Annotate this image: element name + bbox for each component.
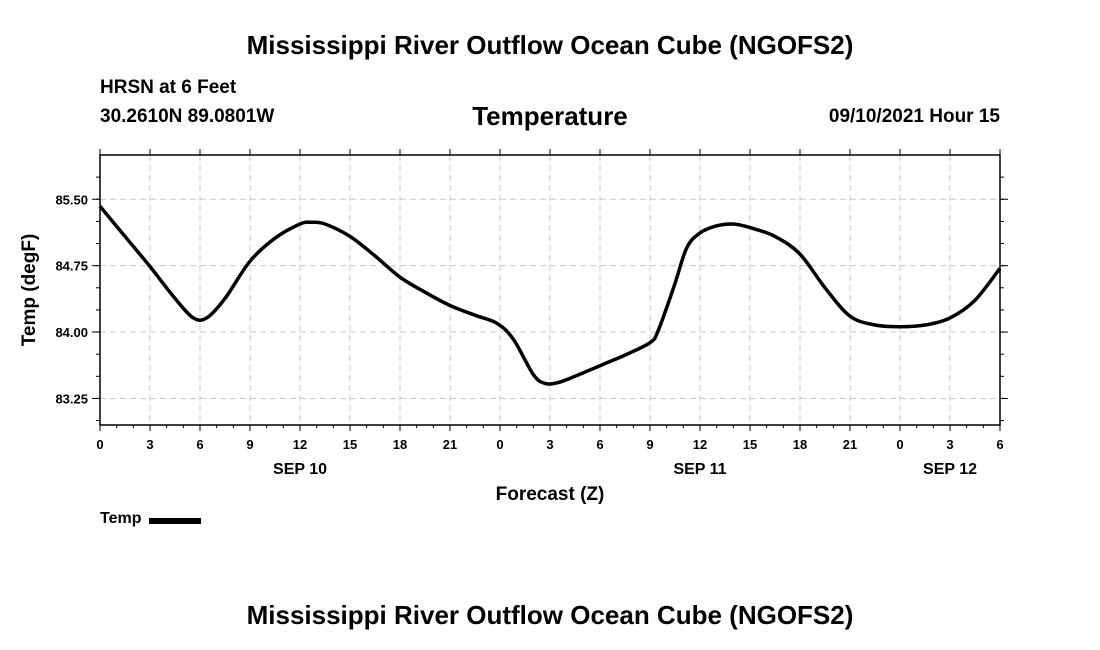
y-tick-label: 84.75 <box>55 259 88 274</box>
x-tick-label: 0 <box>496 437 503 452</box>
x-tick-label: 21 <box>443 437 457 452</box>
x-tick-label: 3 <box>546 437 553 452</box>
x-tick-label: 0 <box>96 437 103 452</box>
main-title: Mississippi River Outflow Ocean Cube (NG… <box>246 30 854 60</box>
station-label: HRSN at 6 Feet <box>100 77 237 98</box>
x-date-label: SEP 12 <box>923 461 977 478</box>
x-date-label: SEP 11 <box>673 461 726 478</box>
temp-series-line <box>98 205 1002 386</box>
x-tick-label: 9 <box>246 437 253 452</box>
y-tick-label: 83.25 <box>55 391 88 406</box>
x-tick-label: 15 <box>343 437 357 452</box>
x-tick-label: 12 <box>293 437 307 452</box>
y-tick-label: 85.50 <box>55 192 88 207</box>
footer-title: Mississippi River Outflow Ocean Cube (NG… <box>246 600 854 630</box>
x-axis-title: Forecast (Z) <box>496 484 605 505</box>
y-axis-title: Temp (degF) <box>19 234 40 347</box>
x-tick-label: 6 <box>196 437 203 452</box>
y-tick-label: 84.00 <box>55 325 88 340</box>
x-tick-label: 12 <box>693 437 707 452</box>
x-tick-label: 18 <box>793 437 807 452</box>
legend-label: Temp <box>100 510 142 527</box>
x-tick-label: 3 <box>946 437 953 452</box>
x-tick-label: 3 <box>146 437 153 452</box>
x-date-label: SEP 10 <box>273 461 327 478</box>
x-tick-label: 6 <box>996 437 1003 452</box>
x-tick-label: 0 <box>896 437 903 452</box>
legend-swatch <box>149 517 202 524</box>
x-tick-label: 15 <box>743 437 757 452</box>
x-tick-label: 18 <box>393 437 407 452</box>
forecast-run-time: 09/10/2021 Hour 15 <box>828 106 1000 127</box>
station-coordinates: 30.2610N 89.0801W <box>100 106 275 127</box>
x-tick-label: 9 <box>646 437 653 452</box>
x-tick-label: 21 <box>843 437 857 452</box>
x-tick-label: 6 <box>596 437 603 452</box>
variable-title: Temperature <box>472 101 628 131</box>
legend: Temp <box>100 510 202 528</box>
